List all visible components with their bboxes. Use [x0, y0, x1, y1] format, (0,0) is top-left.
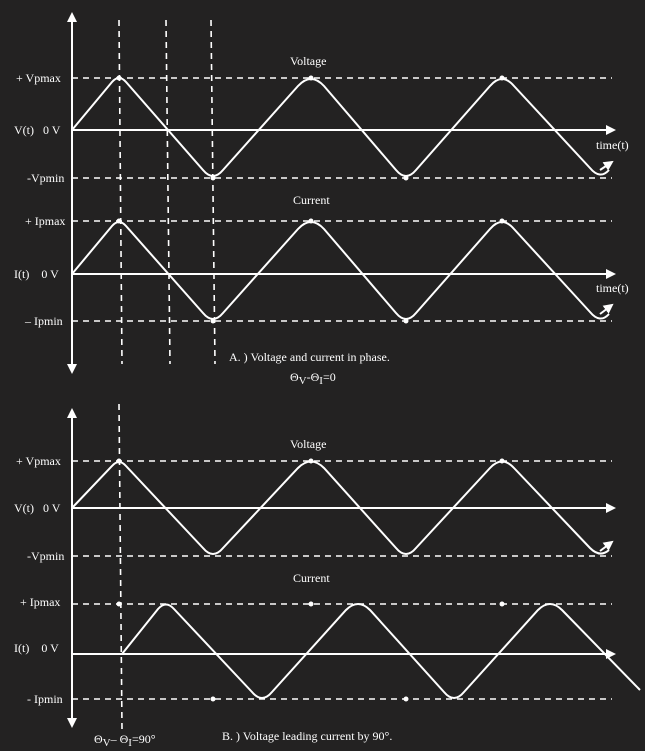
panel-a-itrough-dot-2	[403, 318, 409, 324]
panel-b-imark-dot-2	[308, 601, 314, 607]
panel-a: Voltage Current + Vpmax V(t) 0 V -Vpmin …	[14, 12, 629, 387]
panel-a-voltage-wave	[71, 77, 610, 177]
panel-a-vpeak-dot-3	[499, 75, 505, 81]
panel-a-current-end-arrow	[599, 303, 614, 315]
panel-a-vtrough-dot-2	[403, 175, 409, 181]
panel-b-imark-dot-5	[403, 696, 409, 702]
panel-b-voltage-wave	[71, 460, 610, 555]
panel-b-caption: B. ) Voltage leading current by 90°.	[222, 729, 392, 743]
panel-b-phase-eq: ΘV– ΘI=90°	[94, 732, 156, 749]
panel-a-ipeak-dot-3	[499, 218, 505, 224]
panel-a-itrough-dot-1	[210, 318, 216, 324]
panel-a-ipeak-dot-2	[308, 218, 314, 224]
panel-a-current-title: Current	[293, 193, 330, 207]
panel-a-i-zero-label: I(t) 0 V	[14, 267, 59, 281]
panel-a-v-zero-label: V(t) 0 V	[14, 123, 61, 137]
panel-a-vpmax-label: + Vpmax	[16, 71, 61, 85]
panel-a-caption: A. ) Voltage and current in phase.	[229, 350, 390, 364]
panel-a-vpeak-dot-1	[116, 75, 122, 81]
panel-b-ipmax-label: + Ipmax	[20, 595, 60, 609]
panel-a-ipmax-label: + Ipmax	[25, 214, 65, 228]
panel-b-vpmax-label: + Vpmax	[16, 454, 61, 468]
panel-a-phase-eq: ΘV-ΘI=0	[290, 370, 336, 387]
panel-a-time-label-i: time(t)	[596, 281, 629, 295]
panel-b-vpeak-dot-2	[308, 458, 314, 464]
panel-b-i-zero-label: I(t) 0 V	[14, 641, 59, 655]
panel-b: Voltage Current + Vpmax V(t) 0 V -Vpmin …	[14, 403, 641, 749]
panel-b-vpeak-dot-1	[116, 458, 122, 464]
panel-b-imark-dot-4	[210, 696, 216, 702]
panel-b-vpeak-dot-3	[499, 458, 505, 464]
panel-b-imark-dot-1	[116, 601, 122, 607]
panel-b-voltage-title: Voltage	[290, 437, 326, 451]
panel-a-vpmin-label: -Vpmin	[27, 171, 64, 185]
panel-a-guide-3	[210, 19, 216, 365]
panel-b-current-wave	[121, 603, 641, 699]
panel-b-voltage-end-arrow	[599, 540, 614, 552]
panel-b-v-zero-label: V(t) 0 V	[14, 501, 61, 515]
panel-b-imark-dot-3	[499, 601, 505, 607]
panel-a-guide-2	[165, 19, 171, 365]
panel-a-current-wave	[71, 221, 610, 320]
panel-a-voltage-end-arrow	[599, 160, 614, 171]
panel-b-current-title: Current	[293, 571, 330, 585]
panel-a-guide-1	[118, 19, 123, 365]
panel-a-vtrough-dot-1	[210, 175, 216, 181]
panel-a-ipeak-dot-1	[116, 218, 122, 224]
panel-b-vpmin-label: -Vpmin	[27, 549, 64, 563]
panel-b-guide	[118, 403, 123, 731]
panel-b-ipmin-label: - Ipmin	[27, 692, 63, 706]
panel-a-voltage-title: Voltage	[290, 54, 326, 68]
panel-a-time-label-v: time(t)	[596, 138, 629, 152]
panel-a-vpeak-dot-2	[308, 75, 314, 81]
panel-a-ipmin-label: – Ipmin	[24, 314, 63, 328]
